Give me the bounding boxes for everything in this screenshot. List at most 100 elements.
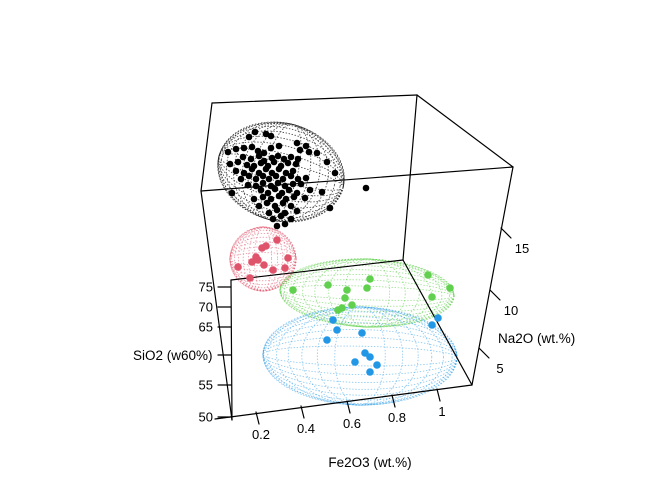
box-edge: [200, 102, 213, 192]
data-point-black: [262, 165, 270, 173]
x-tick-label: 1: [438, 404, 445, 419]
data-point-green: [334, 306, 342, 314]
data-point-black: [259, 172, 267, 180]
data-point-black: [240, 144, 248, 152]
data-point-black: [255, 152, 263, 160]
data-point-black: [254, 147, 262, 155]
data-point-blue: [351, 358, 359, 366]
ellipsoid-green: [279, 258, 455, 328]
data-point-black: [284, 159, 292, 167]
data-point-blue: [434, 314, 442, 322]
y-tick-label: 15: [515, 241, 529, 256]
confidence-ellipsoids: [217, 121, 458, 406]
data-point-black: [302, 142, 310, 150]
data-point-black: [280, 155, 288, 163]
data-point-black: [262, 130, 270, 138]
data-point-black: [362, 184, 370, 192]
box-edge: [402, 94, 418, 261]
data-point-black: [267, 144, 275, 152]
data-point-black: [264, 189, 272, 197]
data-point-black: [252, 175, 260, 183]
z-tick-label: 55: [199, 378, 213, 393]
x-axis-label: Fe2O3 (wt.%): [328, 455, 411, 470]
data-point-black: [293, 139, 301, 147]
data-point-black: [265, 175, 273, 183]
data-point-black: [265, 209, 273, 217]
data-point-black: [281, 220, 289, 228]
box-edge: [230, 259, 404, 281]
data-point-black: [240, 169, 248, 177]
data-point-black: [323, 158, 331, 166]
data-point-black: [245, 133, 253, 141]
data-point-green: [289, 286, 297, 294]
data-point-blue: [333, 326, 341, 334]
box-edge: [402, 259, 473, 386]
x-tick-label: 0.4: [297, 421, 315, 436]
data-point-black: [318, 188, 326, 196]
data-point-black: [287, 202, 295, 210]
data-point-black: [289, 167, 297, 175]
x-tick-mark: [391, 394, 396, 408]
data-point-black: [270, 158, 278, 166]
data-point-black: [285, 186, 293, 194]
data-point-black: [245, 172, 253, 180]
data-point-black: [287, 172, 295, 180]
points-blue: [323, 314, 442, 376]
data-point-black: [297, 180, 305, 188]
y-tick-mark: [489, 289, 501, 301]
points-black: [224, 128, 370, 230]
data-point-black: [267, 132, 275, 140]
data-point-black: [257, 186, 265, 194]
x-tick-mark: [300, 405, 305, 419]
axis-labels: Fe2O3 (wt.%) Na2O (wt.%) SiO2 (w60%): [133, 331, 575, 470]
points-green: [289, 271, 454, 314]
wire-ring: [262, 329, 458, 383]
x-tick-label: 0.6: [343, 416, 361, 431]
data-point-black: [293, 207, 301, 215]
data-point-black: [292, 160, 300, 168]
data-point-blue: [373, 361, 381, 369]
wire-ring: [287, 306, 433, 406]
wire-ring: [279, 258, 455, 328]
data-point-black: [274, 179, 282, 187]
wire-ring: [262, 306, 458, 406]
data-point-black: [301, 194, 309, 202]
data-point-black: [263, 199, 271, 207]
y-tick-label: 5: [496, 361, 503, 376]
data-point-black: [294, 155, 302, 163]
data-point-blue: [358, 329, 366, 337]
data-point-black: [271, 185, 279, 193]
data-point-blue: [366, 353, 374, 361]
data-point-green: [343, 286, 351, 294]
data-points: [224, 128, 454, 376]
data-point-black: [296, 146, 304, 154]
data-point-green: [424, 271, 432, 279]
data-point-black: [290, 193, 298, 201]
data-point-black: [331, 169, 339, 177]
z-tick-label: 70: [199, 300, 213, 315]
data-point-black: [243, 161, 251, 169]
data-point-black: [239, 153, 247, 161]
data-point-black: [326, 204, 334, 212]
data-point-black: [267, 195, 275, 203]
data-point-black: [287, 215, 295, 223]
data-point-black: [232, 145, 240, 153]
data-point-black: [302, 174, 310, 182]
box-edge: [416, 94, 514, 168]
data-point-red: [254, 256, 262, 264]
data-point-black: [247, 155, 255, 163]
data-point-black: [259, 179, 267, 187]
y-tick-label: 10: [504, 303, 518, 318]
data-point-blue: [323, 336, 331, 344]
y-axis: 5 10 15: [471, 166, 529, 386]
data-point-black: [313, 149, 321, 157]
data-point-green: [348, 301, 356, 309]
wire-ring: [283, 258, 451, 328]
data-point-black: [260, 149, 268, 157]
data-point-black: [281, 182, 289, 190]
y-axis-label: Na2O (wt.%): [498, 331, 575, 346]
data-point-black: [244, 181, 252, 189]
data-point-black: [224, 148, 232, 156]
data-point-black: [282, 169, 290, 177]
